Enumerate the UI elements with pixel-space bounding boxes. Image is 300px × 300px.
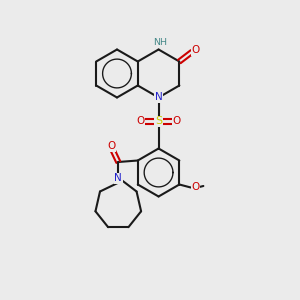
Text: O: O xyxy=(192,45,200,56)
Text: S: S xyxy=(155,116,162,127)
Text: O: O xyxy=(107,141,116,151)
Text: O: O xyxy=(136,116,145,127)
Text: N: N xyxy=(155,92,162,103)
Text: N: N xyxy=(114,173,122,183)
Text: O: O xyxy=(172,116,181,127)
Text: NH: NH xyxy=(153,38,167,47)
Text: O: O xyxy=(191,182,200,193)
